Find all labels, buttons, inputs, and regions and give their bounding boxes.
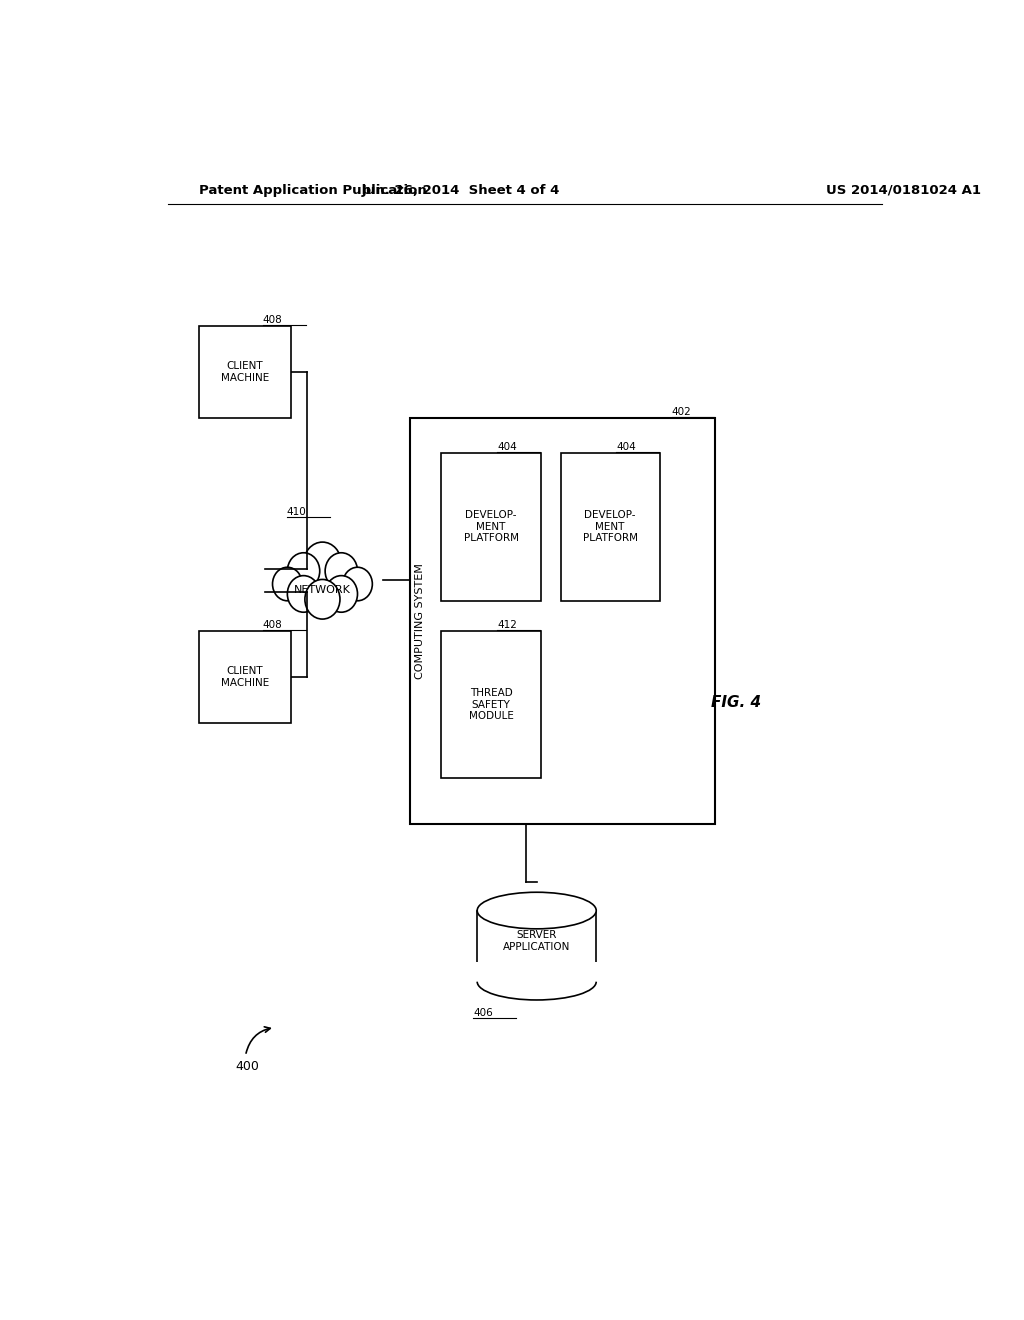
Text: Patent Application Publication: Patent Application Publication	[200, 183, 427, 197]
Text: 404: 404	[497, 442, 517, 453]
Ellipse shape	[288, 553, 319, 589]
FancyBboxPatch shape	[200, 326, 291, 417]
Text: 412: 412	[497, 620, 517, 630]
Ellipse shape	[477, 892, 596, 929]
Text: DEVELOP-
MENT
PLATFORM: DEVELOP- MENT PLATFORM	[464, 511, 518, 544]
Ellipse shape	[343, 568, 373, 601]
Ellipse shape	[272, 568, 302, 601]
Text: 402: 402	[672, 407, 691, 417]
FancyBboxPatch shape	[441, 631, 541, 779]
Text: CLIENT
MACHINE: CLIENT MACHINE	[221, 667, 269, 688]
Ellipse shape	[305, 579, 340, 619]
Text: Jun. 26, 2014  Sheet 4 of 4: Jun. 26, 2014 Sheet 4 of 4	[362, 183, 560, 197]
Text: 406: 406	[473, 1008, 493, 1018]
FancyBboxPatch shape	[200, 631, 291, 722]
Text: DEVELOP-
MENT
PLATFORM: DEVELOP- MENT PLATFORM	[583, 511, 638, 544]
Ellipse shape	[326, 576, 357, 612]
Text: SERVER
APPLICATION: SERVER APPLICATION	[503, 931, 570, 952]
Text: CLIENT
MACHINE: CLIENT MACHINE	[221, 362, 269, 383]
Text: 400: 400	[236, 1060, 259, 1073]
Text: 404: 404	[616, 442, 636, 453]
Text: THREAD
SAFETY
MODULE: THREAD SAFETY MODULE	[469, 688, 513, 721]
Text: FIG. 4: FIG. 4	[712, 694, 762, 710]
Text: 408: 408	[263, 315, 283, 325]
Text: 410: 410	[287, 507, 306, 517]
Text: COMPUTING SYSTEM: COMPUTING SYSTEM	[415, 562, 425, 678]
Bar	[475, 962, 598, 982]
Ellipse shape	[303, 543, 341, 585]
FancyBboxPatch shape	[410, 417, 715, 824]
Ellipse shape	[288, 576, 319, 612]
FancyBboxPatch shape	[560, 453, 659, 601]
Text: US 2014/0181024 A1: US 2014/0181024 A1	[826, 183, 981, 197]
Text: 408: 408	[263, 620, 283, 630]
Bar	[477, 911, 596, 982]
Text: NETWORK: NETWORK	[294, 585, 351, 595]
Ellipse shape	[326, 553, 357, 589]
FancyBboxPatch shape	[441, 453, 541, 601]
